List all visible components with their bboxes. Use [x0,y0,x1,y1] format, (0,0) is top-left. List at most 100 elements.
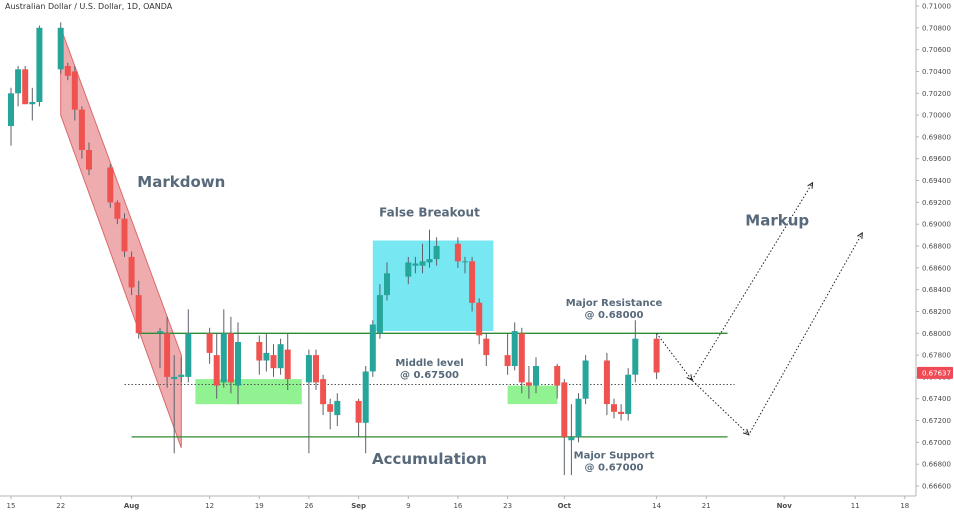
time-tick-label: 11 [851,502,860,510]
candle [511,322,518,371]
candle-body [533,366,539,386]
candle [603,352,610,416]
candle-body [178,374,185,377]
time-tick-label: 9 [406,502,410,510]
candle-body [327,404,334,412]
candle [632,320,639,383]
candle [22,66,29,105]
candle [362,366,369,454]
candle [426,229,433,268]
candle [518,327,525,394]
time-tick-label: Oct [558,502,572,510]
candle [469,256,476,312]
candle-body [277,344,284,369]
candle [625,368,632,421]
candle [533,357,539,394]
candle-body [171,376,178,380]
annotation-markdown: Markdown [137,173,225,191]
candle-body [284,349,291,380]
candle [384,262,390,301]
candle-body [511,331,518,366]
price-tick-label: 0.70200 [922,90,951,98]
candle-body [462,261,468,263]
candle-body [22,69,29,105]
price-tick-label: 0.69000 [922,221,951,229]
candle-body [568,436,575,441]
projection-arrowhead [857,231,863,239]
candle-body [114,202,121,219]
candle [313,349,319,390]
candle [220,309,227,388]
price-tick-label: 0.66600 [922,483,951,491]
annotation-major-support-1: Major Support [574,451,655,462]
candle-body [618,411,625,414]
candle-body [504,355,511,366]
time-tick-label: 14 [652,502,661,510]
time-tick-label: 23 [503,502,512,510]
price-tick-label: 0.70400 [922,68,951,76]
annotation-middle-level-1: Middle level [395,358,463,369]
time-tick-label: 16 [453,502,462,510]
candle [213,333,220,399]
candle-body [128,256,135,288]
price-tick-label: 0.67800 [922,352,951,360]
candle [277,338,284,375]
price-tick-label: 0.68200 [922,308,951,316]
price-tick-label: 0.70800 [922,24,951,32]
candle [618,404,625,421]
candle-body [270,355,277,369]
candle-body [362,371,369,423]
candle [454,237,461,268]
annotation-major-resistance-2: @ 0.68000 [584,310,643,321]
candle [554,363,561,399]
price-tick-label: 0.67000 [922,439,951,447]
candle [334,393,341,426]
candle-body [355,400,362,423]
candle-body [433,246,440,260]
candle [355,398,362,437]
projection-path [691,182,814,381]
candle [29,87,36,121]
candle-body [213,355,220,386]
candle [504,333,511,375]
candle [128,251,135,296]
candle-body [625,374,632,414]
candle [412,256,419,274]
candle [405,256,412,285]
price-tick-label: 0.70000 [922,112,951,120]
false-breakout-zone [372,240,494,331]
candle-body [206,333,213,353]
candle-body [15,69,22,94]
candle-body [8,93,14,126]
candle [568,404,575,476]
candle [256,335,263,375]
candle [483,333,490,366]
candle [327,398,334,430]
candle-body [554,366,561,386]
candle-body [57,27,64,70]
candle-body [454,243,461,262]
time-tick-label: Nov [777,502,793,510]
projection-arrowhead [742,428,750,436]
candle [86,142,92,176]
candle [57,22,64,74]
candle [369,320,376,377]
candle [263,333,270,372]
candle [284,333,291,390]
candle-body [405,262,412,277]
price-tick-label: 0.69400 [922,177,951,185]
current-price-label: 0.67637 [922,370,951,378]
candle-body [256,342,263,361]
candle-body [582,360,589,399]
candle [114,200,121,225]
accumulation-zone-left [195,379,302,405]
candle-body [611,404,617,412]
candle-body [561,382,568,437]
candle [305,349,312,454]
chart-title: Australian Dollar / U.S. Dollar, 1D, OAN… [5,2,173,11]
price-tick-label: 0.68800 [922,243,951,251]
candle-body [121,218,128,252]
candle-body [518,333,525,383]
